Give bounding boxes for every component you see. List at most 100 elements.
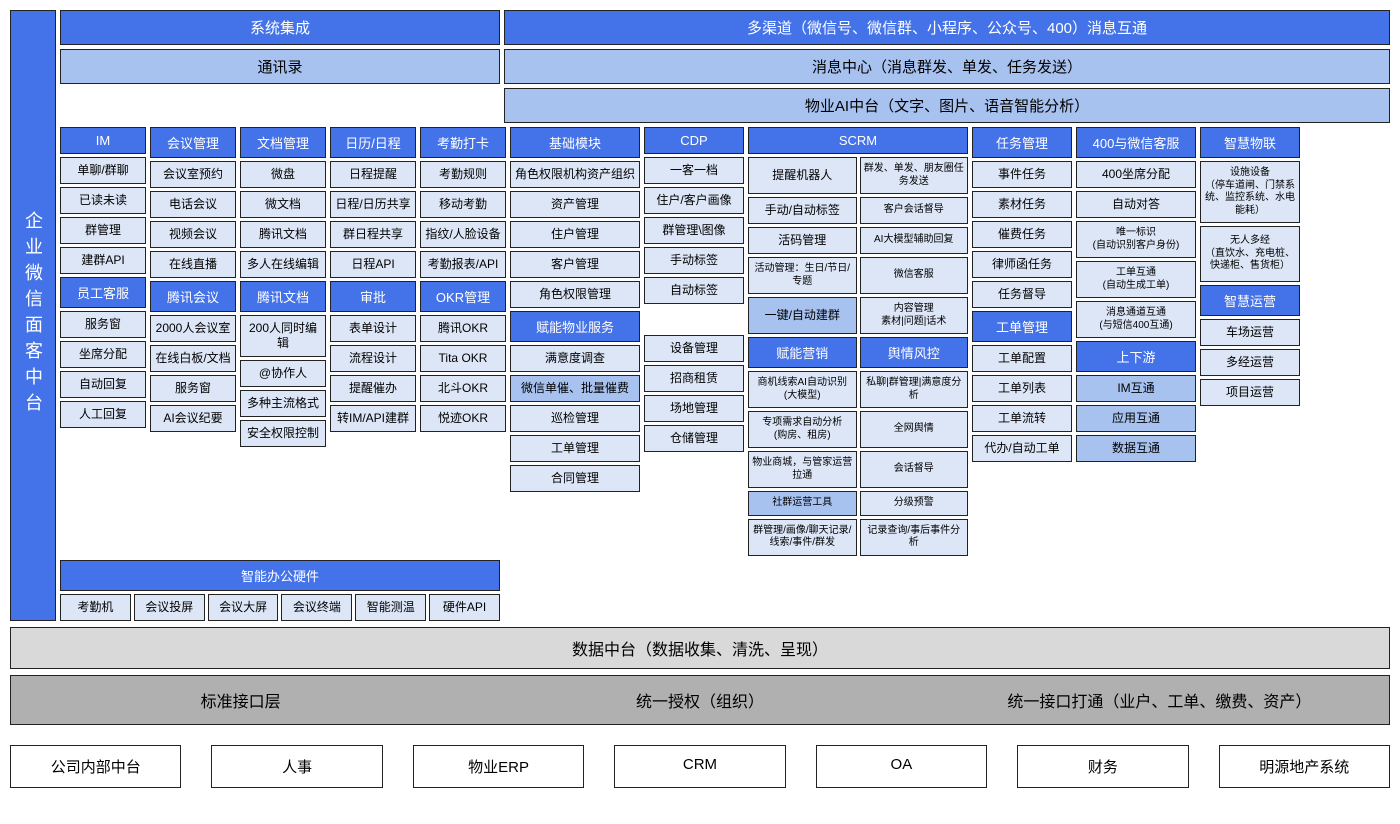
footer-sys-item: 财务 xyxy=(1017,745,1188,788)
top1-left: 系统集成 xyxy=(60,10,500,45)
cell: 2000人会议室 xyxy=(150,315,236,342)
grid-area: IM单聊/群聊已读未读群管理建群API员工客服服务窗坐席分配自动回复人工回复 会… xyxy=(60,127,1390,556)
cell: 群管理/画像/聊天记录/线索/事件/群发 xyxy=(748,519,857,556)
cell: 基础模块 xyxy=(510,127,640,158)
cell: 代办/自动工单 xyxy=(972,435,1072,462)
cell: 招商租赁 xyxy=(644,365,744,392)
footer-api-item: 统一接口打通（业户、工单、缴费、资产） xyxy=(930,688,1389,712)
cell: 腾讯文档 xyxy=(240,221,326,248)
cell: 一客一档 xyxy=(644,157,744,184)
hw-block: 智能办公硬件 考勤机会议投屏会议大屏会议终端智能测温硬件API xyxy=(60,560,500,621)
cell: 考勤机 xyxy=(60,594,131,621)
cell: 手动/自动标签 xyxy=(748,197,857,224)
cell: 设备管理 xyxy=(644,335,744,362)
cell: 合同管理 xyxy=(510,465,640,492)
cell: IM互通 xyxy=(1076,375,1196,402)
cell: 考勤打卡 xyxy=(420,127,506,158)
footer-sys-item: OA xyxy=(816,745,987,788)
cell: 住户管理 xyxy=(510,221,640,248)
cell: 多人在线编辑 xyxy=(240,251,326,278)
footer-api-item: 统一授权（组织） xyxy=(470,688,929,712)
right-area: 系统集成 多渠道（微信号、微信群、小程序、公众号、400）消息互通 通讯录 消息… xyxy=(60,10,1390,621)
cell: 工单管理 xyxy=(972,311,1072,342)
col-400: 400与微信客服400坐席分配自动对答唯一标识(自动识别客户身份)工单互通(自动… xyxy=(1076,127,1196,556)
cell: 仓储管理 xyxy=(644,425,744,452)
footer-sys-item: CRM xyxy=(614,745,785,788)
cell: 腾讯OKR xyxy=(420,315,506,342)
col-im: IM单聊/群聊已读未读群管理建群API员工客服服务窗坐席分配自动回复人工回复 xyxy=(60,127,146,556)
col-cdp: CDP一客一档住户/客户画像群管理\图像手动标签自动标签设备管理招商租赁场地管理… xyxy=(644,127,744,556)
cell: 上下游 xyxy=(1076,341,1196,372)
cell: 素材任务 xyxy=(972,191,1072,218)
cell: AI大模型辅助回复 xyxy=(860,227,969,254)
row-top3: 物业AI中台（文字、图片、语音智能分析） xyxy=(60,88,1390,123)
row-top1: 系统集成 多渠道（微信号、微信群、小程序、公众号、400）消息互通 xyxy=(60,10,1390,45)
cell: SCRM xyxy=(748,127,968,154)
row-top2: 通讯录 消息中心（消息群发、单发、任务发送） xyxy=(60,49,1390,84)
cell: 项目运营 xyxy=(1200,379,1300,406)
cell: 自动标签 xyxy=(644,277,744,304)
cell: 应用互通 xyxy=(1076,405,1196,432)
cell: 任务管理 xyxy=(972,127,1072,158)
cell: 流程设计 xyxy=(330,345,416,372)
cell: 日程/日历共享 xyxy=(330,191,416,218)
cell: 场地管理 xyxy=(644,395,744,422)
cell: 手动标签 xyxy=(644,247,744,274)
cell: 车场运营 xyxy=(1200,319,1300,346)
footer-sys-item: 人事 xyxy=(211,745,382,788)
cell: 群日程共享 xyxy=(330,221,416,248)
cell: 赋能物业服务 xyxy=(510,311,640,342)
cell: 微盘 xyxy=(240,161,326,188)
cell: 400坐席分配 xyxy=(1076,161,1196,188)
cell: 物业商城，与管家运营拉通 xyxy=(748,451,857,488)
cell: 单聊/群聊 xyxy=(60,157,146,184)
cell: 全网舆情 xyxy=(860,411,969,448)
cell: 员工客服 xyxy=(60,277,146,308)
cell: 舆情风控 xyxy=(860,337,969,368)
cell: 自动回复 xyxy=(60,371,146,398)
cell: 催费任务 xyxy=(972,221,1072,248)
cell: 日历/日程 xyxy=(330,127,416,158)
cell: 200人同时编辑 xyxy=(240,315,326,357)
footer-sys-item: 物业ERP xyxy=(413,745,584,788)
left-title-bar: 企业微信面客中台 xyxy=(10,10,56,621)
cell: 赋能营销 xyxy=(748,337,857,368)
cell: OKR管理 xyxy=(420,281,506,312)
cell: 唯一标识(自动识别客户身份) xyxy=(1076,221,1196,258)
cell: 群管理 xyxy=(60,217,146,244)
top2-left: 通讯录 xyxy=(60,49,500,84)
cell: 北斗OKR xyxy=(420,375,506,402)
col-meet: 会议管理会议室预约电话会议视频会议在线直播腾讯会议2000人会议室在线白板/文档… xyxy=(150,127,236,556)
cell: 审批 xyxy=(330,281,416,312)
cell: 工单配置 xyxy=(972,345,1072,372)
cell: 会话督导 xyxy=(860,451,969,488)
footer-data-platform: 数据中台（数据收集、清洗、呈现） xyxy=(10,627,1390,669)
col-iot: 智慧物联设施设备（停车道闸、门禁系统、监控系统、水电能耗）无人多经（直饮水、充电… xyxy=(1200,127,1300,556)
diagram-root: 企业微信面客中台 系统集成 多渠道（微信号、微信群、小程序、公众号、400）消息… xyxy=(10,10,1390,621)
cell: 客户管理 xyxy=(510,251,640,278)
cell: 会议管理 xyxy=(150,127,236,158)
cell: 转IM/API建群 xyxy=(330,405,416,432)
cell: 内容管理素材|问题|话术 xyxy=(860,297,969,334)
cell: 多种主流格式 xyxy=(240,390,326,417)
cell: 视频会议 xyxy=(150,221,236,248)
footer-sys-item: 明源地产系统 xyxy=(1219,745,1390,788)
cell: 硬件API xyxy=(429,594,500,621)
cell: @协作人 xyxy=(240,360,326,387)
cell: 角色权限管理 xyxy=(510,281,640,308)
cell: 客户会话督导 xyxy=(860,197,969,224)
cell: 工单管理 xyxy=(510,435,640,462)
col-base: 基础模块角色权限机构资产组织资产管理住户管理客户管理角色权限管理赋能物业服务满意… xyxy=(510,127,640,556)
cell: IM xyxy=(60,127,146,154)
footer-api-item: 标准接口层 xyxy=(11,688,470,712)
cell: 日程API xyxy=(330,251,416,278)
cell: 无人多经（直饮水、充电桩、快递柜、售货柜） xyxy=(1200,226,1300,282)
spacer xyxy=(60,88,500,123)
cell: 多经运营 xyxy=(1200,349,1300,376)
cell: 400与微信客服 xyxy=(1076,127,1196,158)
cell: 悦迹OKR xyxy=(420,405,506,432)
cell: 会议投屏 xyxy=(134,594,205,621)
footer-api-layer: 标准接口层统一授权（组织）统一接口打通（业户、工单、缴费、资产） xyxy=(10,675,1390,725)
cell: 商机线索AI自动识别(大模型) xyxy=(748,371,857,408)
col-cal: 日历/日程日程提醒日程/日历共享群日程共享日程API审批表单设计流程设计提醒催办… xyxy=(330,127,416,556)
